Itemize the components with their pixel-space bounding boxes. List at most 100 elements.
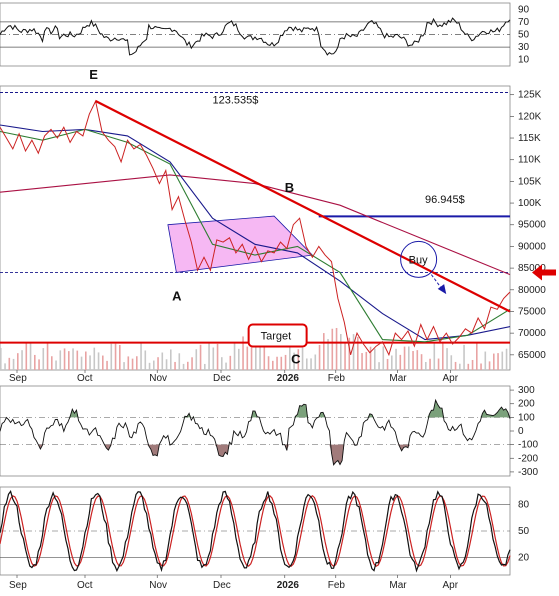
volume-bar	[454, 361, 457, 370]
buy-label: Buy	[409, 254, 428, 266]
volume-bar	[259, 340, 261, 370]
osc-tick-label: 70	[518, 17, 530, 28]
cci-tick-label: -100	[518, 440, 538, 451]
volume-bar	[127, 356, 130, 370]
volume-bar	[323, 333, 325, 370]
volume-bar	[459, 363, 461, 370]
volume-bar	[42, 348, 45, 370]
volume-bar	[208, 342, 210, 370]
volume-bar	[38, 359, 40, 370]
volume-bar	[229, 355, 232, 370]
price-tick-label: 80000	[518, 285, 546, 296]
sto-d-line	[0, 495, 511, 567]
volume-bar	[165, 359, 168, 370]
price-tick-label: 120K	[518, 111, 542, 122]
volume-bar	[403, 346, 406, 370]
volume-bar	[412, 351, 414, 370]
volume-bar	[408, 346, 410, 370]
sto-x-label: Apr	[443, 580, 459, 591]
volume-bar	[174, 361, 176, 370]
volume-bar	[340, 334, 342, 370]
volume-bar	[391, 355, 393, 370]
price-x-label: Mar	[389, 373, 407, 384]
volume-bar	[204, 363, 206, 370]
volume-bar	[187, 361, 189, 370]
volume-bar	[335, 327, 338, 370]
volume-bar	[301, 347, 304, 370]
volume-bar	[136, 356, 138, 370]
price-x-label: 2026	[277, 373, 300, 384]
volume-bar	[425, 362, 427, 370]
volume-bar	[89, 355, 91, 370]
sto-x-label: Feb	[328, 580, 346, 591]
cci-tick-label: -300	[518, 467, 538, 478]
cci-tick-label: 300	[518, 385, 535, 396]
volume-bar	[378, 362, 380, 370]
volume-bar	[0, 347, 2, 370]
volume-bar	[463, 344, 465, 370]
triangle-pattern	[167, 215, 314, 273]
sto-x-label: Mar	[389, 580, 407, 591]
volume-bar	[255, 346, 257, 370]
volume-bar	[289, 346, 291, 370]
buy-circle	[400, 240, 438, 278]
volume-bar	[246, 346, 249, 370]
price-tick-label: 110K	[518, 155, 541, 166]
sto-x-label: Sep	[9, 580, 27, 591]
volume-bar	[29, 343, 32, 370]
volume-bar	[144, 350, 147, 370]
price-line	[0, 99, 511, 357]
volume-bar	[148, 362, 151, 370]
price-tick-label: 65000	[518, 350, 546, 361]
sto-x-label: Dec	[213, 580, 231, 591]
volume-bar	[297, 349, 300, 370]
volume-bar	[467, 363, 470, 370]
price-tick-label: 125K	[518, 90, 542, 101]
price-tick-label: 105K	[518, 176, 542, 187]
volume-bar	[505, 348, 508, 370]
volume-bar	[12, 358, 15, 370]
price-tick-label: 70000	[518, 328, 546, 339]
sto-k-line	[0, 490, 511, 573]
volume-bar	[484, 351, 487, 370]
price-x-label: Sep	[9, 373, 27, 384]
cci-tick-label: 200	[518, 399, 535, 410]
volume-bar	[216, 343, 219, 370]
cci-line	[0, 398, 511, 466]
volume-bar	[25, 343, 28, 370]
sto-x-label: 2026	[277, 580, 300, 591]
buy-arrow-head	[437, 284, 447, 295]
volume-bar	[131, 358, 134, 370]
target-box	[247, 323, 308, 348]
volume-bar	[250, 344, 253, 370]
volume-bar	[471, 359, 474, 370]
price-x-label: Dec	[213, 373, 231, 384]
price-tick-label: 100K	[518, 198, 542, 209]
volume-bar	[420, 354, 423, 370]
volume-bar	[34, 354, 36, 370]
osc-tick-label: 50	[518, 30, 530, 41]
volume-bar	[76, 350, 79, 370]
osc-tick-label: 90	[518, 4, 530, 15]
volume-bar	[191, 357, 193, 370]
volume-bar	[114, 343, 117, 370]
peak-price-label: 123.535$	[213, 94, 259, 106]
volume-bar	[221, 357, 223, 370]
price-tick-label: 75000	[518, 306, 546, 317]
volume-bar	[242, 336, 244, 370]
volume-bar	[106, 360, 108, 370]
cci-tick-label: -200	[518, 453, 538, 464]
volume-bar	[225, 362, 227, 370]
volume-bar	[331, 328, 334, 370]
volume-bar	[369, 346, 372, 370]
wave-label-c: C	[291, 351, 301, 366]
sto-tick-label: 80	[518, 500, 530, 511]
volume-bar	[102, 355, 104, 370]
wave-label-b: B	[285, 180, 294, 195]
cci-overbought-fill	[0, 400, 510, 418]
price-x-label: Apr	[443, 373, 459, 384]
cci-tick-label: 100	[518, 412, 535, 423]
volume-bar	[161, 352, 164, 370]
volume-bar	[263, 331, 266, 370]
sto-tick-label: 50	[518, 526, 530, 537]
